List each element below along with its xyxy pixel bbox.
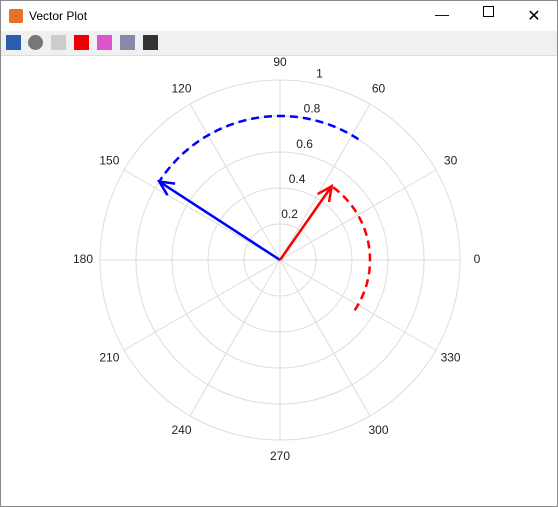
grid-spoke: [189, 259, 281, 417]
theta-tick-label: 30: [444, 154, 458, 168]
r-tick-label: 0.4: [289, 172, 306, 186]
legend-button[interactable]: [120, 35, 135, 50]
pause-button[interactable]: [51, 35, 66, 50]
theta-tick-label: 90: [273, 56, 287, 69]
settings-button[interactable]: [28, 35, 43, 50]
theta-tick-label: 240: [171, 423, 191, 437]
grid-spoke: [189, 103, 281, 261]
r-tick-label: 0.8: [304, 102, 321, 116]
toolbar: [1, 31, 557, 56]
trajectory-arc: [158, 114, 360, 183]
grid-ring: [207, 187, 353, 333]
window-controls: — ✕: [419, 6, 557, 26]
vector-part: [156, 180, 176, 196]
zoom-button[interactable]: [143, 35, 158, 50]
app-icon: [9, 9, 23, 23]
theta-tick-label: 0: [474, 252, 481, 266]
theta-tick-label: 270: [270, 449, 290, 463]
erase-button[interactable]: [97, 35, 112, 50]
theta-tick-label: 60: [372, 82, 386, 96]
r-tick-label: 1: [316, 66, 323, 80]
vector: [156, 180, 281, 262]
chart: 0 30 60 90 120 150 180 210 240 270 300 330 0.2 0.4 0.6…: [73, 56, 481, 463]
title-bar: Vector Plot — ✕: [1, 1, 557, 31]
theta-tick-label: 150: [99, 154, 119, 168]
r-tick-label: 0.6: [296, 137, 313, 151]
grid-ring: [99, 79, 461, 441]
grid-ring: [171, 151, 389, 369]
trajectory-arc: [330, 185, 372, 312]
r-tick-label: 0.2: [281, 207, 298, 221]
close-button[interactable]: ✕: [527, 8, 541, 25]
theta-tick-label: 300: [368, 423, 388, 437]
theta-tick-label: 210: [99, 351, 119, 365]
stop-button[interactable]: [74, 35, 89, 50]
maximize-button[interactable]: [465, 6, 511, 26]
vector: [278, 183, 334, 261]
grid-spoke: [279, 169, 437, 261]
grid-ring: [243, 223, 317, 297]
grid-spoke: [279, 259, 371, 417]
minimize-button[interactable]: —: [435, 6, 449, 22]
grid-spoke: [279, 103, 371, 261]
vector-part: [278, 185, 333, 261]
theta-tick-label: 180: [73, 252, 93, 266]
save-button[interactable]: [6, 35, 21, 50]
theta-tick-label: 120: [171, 82, 191, 96]
theta-tick-label: 330: [441, 351, 461, 365]
window-title: Vector Plot: [29, 9, 88, 23]
grid-spoke: [123, 259, 281, 351]
vector-part: [158, 180, 281, 262]
grid-spoke: [123, 169, 281, 261]
vector-part: [317, 183, 334, 203]
